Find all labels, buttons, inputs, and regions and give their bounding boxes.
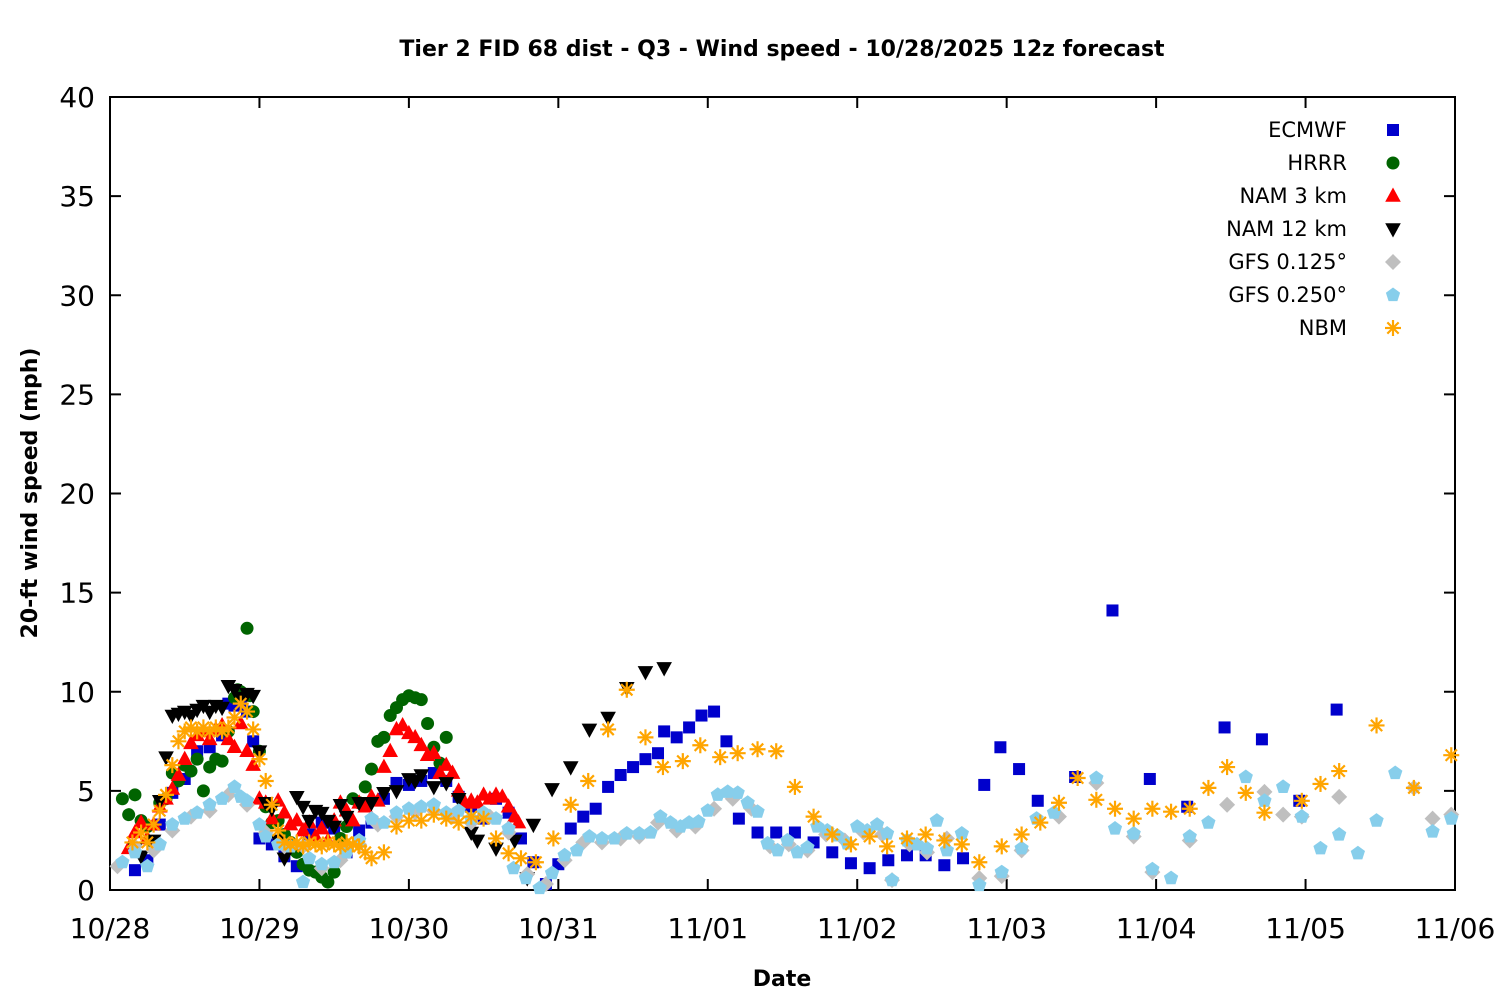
x-tick-label: 10/29 <box>219 912 300 945</box>
legend-entry-ecmwf: ECMWF <box>1268 118 1399 142</box>
x-tick-label: 11/03 <box>966 912 1047 945</box>
legend-entry-nam-12-km: NAM 12 km <box>1226 217 1401 241</box>
plot-axes: 10/28 10/29 10/30 10/31 11/01 11/02 11/03 11/04… <box>59 81 1495 945</box>
legend-marker-triangle-down-icon <box>1385 223 1401 238</box>
legend-entry-nam-3-km: NAM 3 km <box>1239 184 1401 208</box>
legend-marker-pentagon-icon <box>1385 287 1401 302</box>
x-tick-label: 10/31 <box>518 912 599 945</box>
y-tick-label: 5 <box>77 775 95 808</box>
legend-entry-gfs-0-125-: GFS 0.125° <box>1228 250 1401 274</box>
legend-label: NBM <box>1299 316 1347 340</box>
chart-legend: ECMWF HRRR NAM 3 km NAM 12 km GFS 0.125° GFS … <box>1226 118 1401 340</box>
legend-label: NAM 3 km <box>1239 184 1347 208</box>
x-tick-label: 11/06 <box>1415 912 1496 945</box>
y-tick-label: 35 <box>59 180 95 213</box>
plot-border <box>109 96 1456 891</box>
legend-label: ECMWF <box>1268 118 1347 142</box>
x-tick-label: 10/30 <box>369 912 450 945</box>
x-tick-label: 11/01 <box>667 912 748 945</box>
legend-marker-circle-icon <box>1386 156 1400 170</box>
legend-entry-hrrr: HRRR <box>1287 151 1400 175</box>
legend-marker-square-icon <box>1387 124 1399 136</box>
legend-label: NAM 12 km <box>1226 217 1347 241</box>
x-tick-label: 10/28 <box>70 912 151 945</box>
legend-label: HRRR <box>1287 151 1347 175</box>
data-series-layer <box>109 604 1460 895</box>
y-tick-label: 40 <box>59 81 95 114</box>
x-tick-label: 11/04 <box>1116 912 1197 945</box>
y-tick-label: 0 <box>77 874 95 907</box>
x-axis-title: Date <box>753 967 812 992</box>
legend-label: GFS 0.250° <box>1228 283 1347 307</box>
y-tick-label: 30 <box>59 279 95 312</box>
x-tick-label: 11/02 <box>817 912 898 945</box>
legend-entry-gfs-0-250-: GFS 0.250° <box>1228 283 1401 307</box>
legend-marker-diamond-icon <box>1385 254 1401 270</box>
series-nbm <box>124 681 1460 871</box>
legend-label: GFS 0.125° <box>1228 250 1347 274</box>
x-tick-label: 11/05 <box>1265 912 1346 945</box>
legend-marker-asterisk-icon <box>1385 320 1401 336</box>
chart-title: Tier 2 FID 68 dist - Q3 - Wind speed - 1… <box>399 37 1165 62</box>
legend-entry-nbm: NBM <box>1299 316 1401 340</box>
y-tick-label: 20 <box>59 478 95 511</box>
y-tick-label: 15 <box>59 577 95 610</box>
legend-marker-triangle-up-icon <box>1385 187 1401 202</box>
y-axis-title: 20-ft wind speed (mph) <box>18 348 43 639</box>
y-tick-label: 25 <box>59 378 95 411</box>
y-tick-label: 10 <box>59 676 95 709</box>
